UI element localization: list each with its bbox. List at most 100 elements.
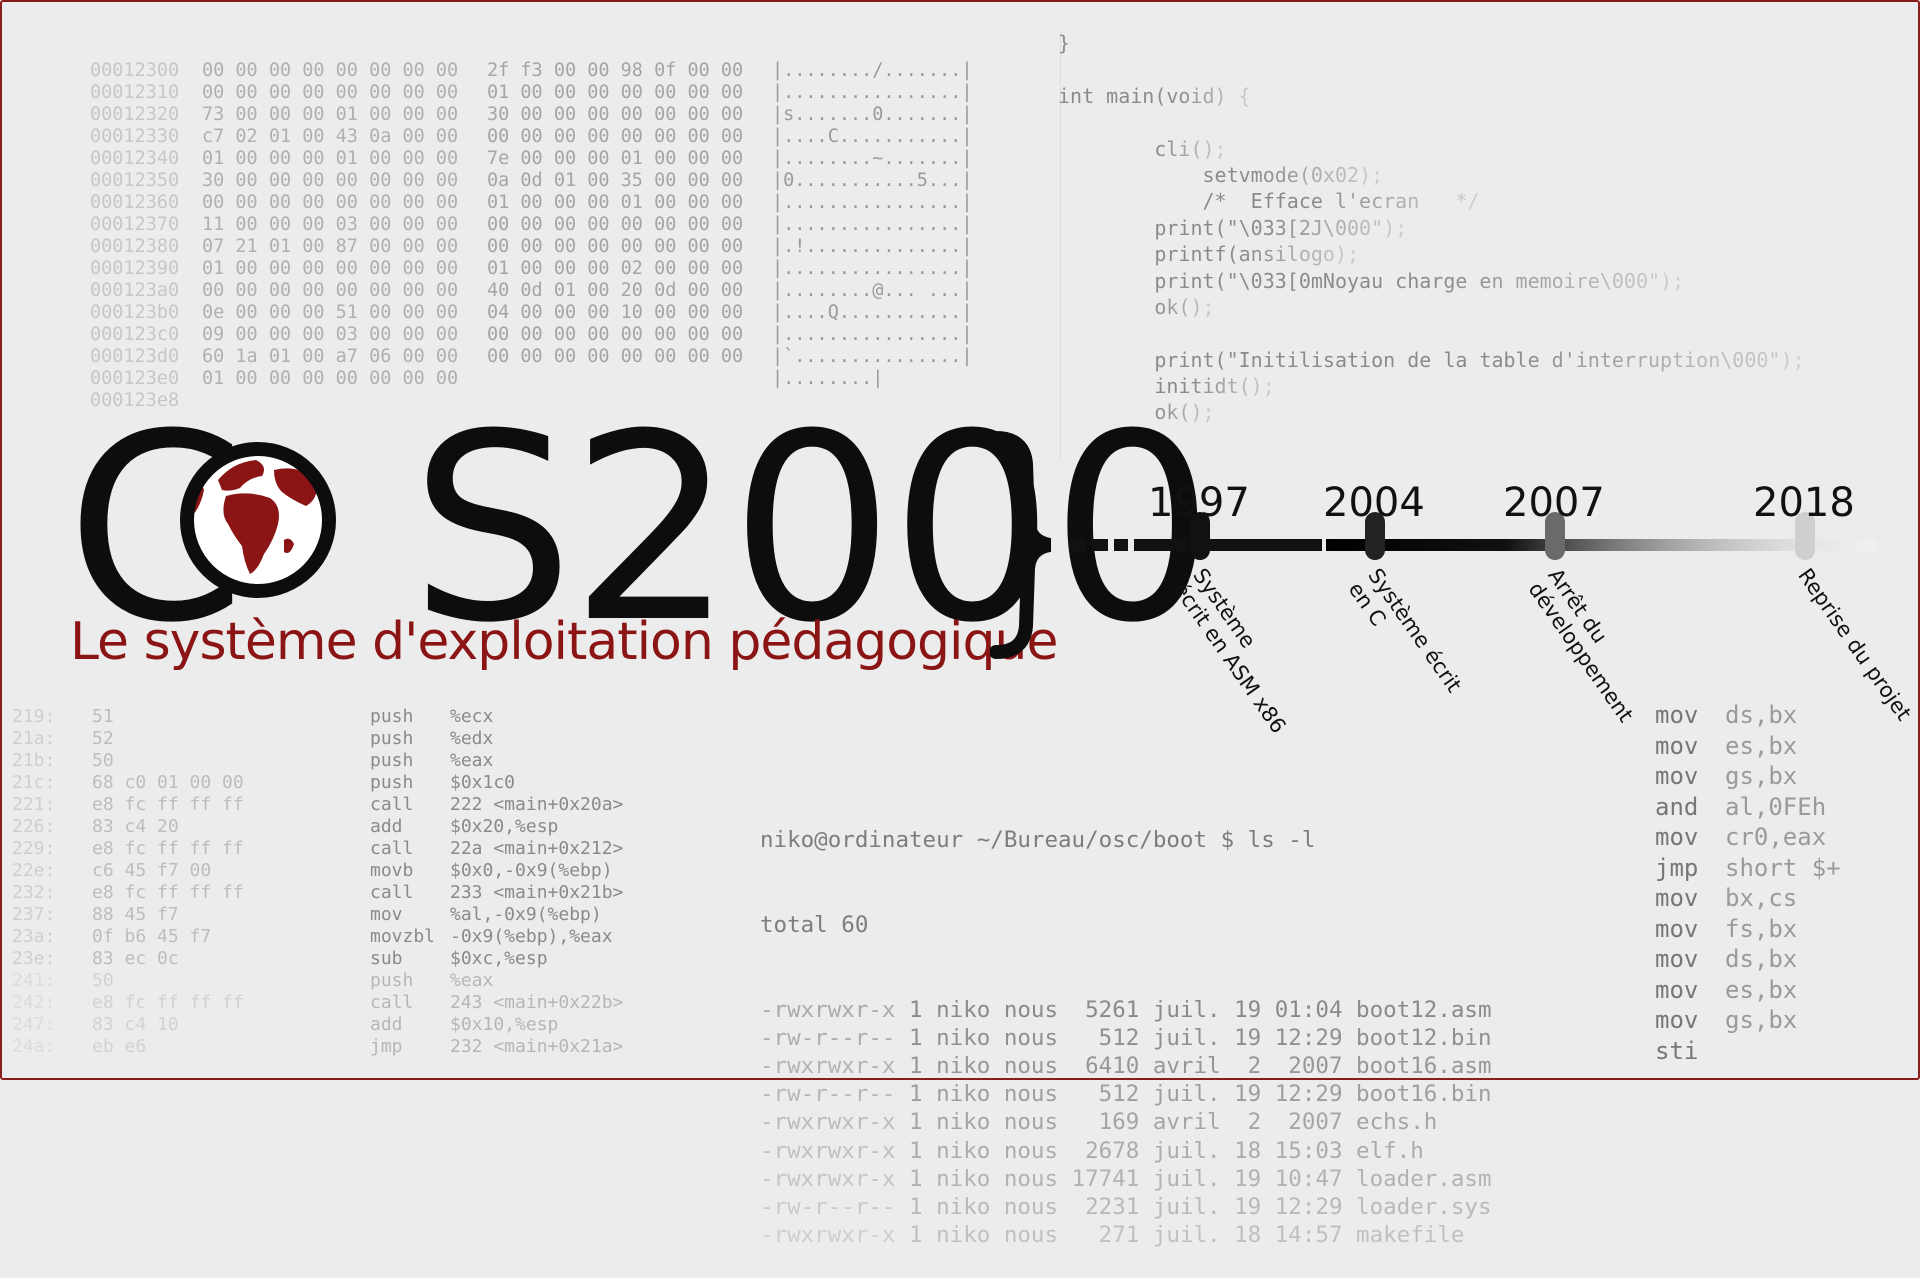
asm-opcode: mov (1655, 975, 1699, 1004)
asm-operand: es,bx (1725, 731, 1798, 760)
disasm-mnemonic: call (370, 838, 414, 859)
code-line (1058, 109, 1805, 135)
hexdump-row: 00012390 01 00 00 00 00 00 00 00 01 00 00 … (90, 258, 972, 280)
timeline-marker (1545, 512, 1565, 560)
asm-operand: cr0,eax (1725, 823, 1827, 851)
file-permissions: -rw-r--r-- (760, 1081, 896, 1108)
disasm-address: 226: (12, 816, 56, 837)
history-timeline: 1997 Système écrit en ASM x86 2004 Système … (1060, 480, 1916, 780)
hexdump-ascii: |....C...........| (772, 126, 973, 147)
disasm-operands: $0xc,%esp (450, 948, 548, 969)
hexdump-address: 00012380 (90, 236, 180, 257)
hexdump-ascii: |................| (772, 192, 973, 213)
disasm-address: 229: (12, 838, 56, 859)
hexdump-bytes-low: c7 02 01 00 43 0a 00 00 (202, 126, 459, 147)
disasm-address: 23a: (12, 926, 56, 947)
disasm-mnemonic: sub (370, 948, 403, 969)
hexdump-row: 000123a0 00 00 00 00 00 00 00 00 40 0d 01 … (90, 280, 972, 302)
banner-frame (0, 0, 1920, 1080)
terminal-row: -rwxrwxr-x 1 niko nous 17741 juil. 19 10… (760, 1165, 1492, 1193)
hexdump-address: 00012360 (90, 192, 180, 213)
disasm-address: 232: (12, 882, 56, 903)
file-permissions: -rw-r--r-- (760, 1194, 896, 1221)
hexdump-address: 00012340 (90, 148, 180, 169)
hexdump-ascii: |................| (772, 324, 973, 345)
disasm-row: 229: e8 fc ff ff ff call 22a <main+0x212> (12, 838, 623, 860)
globe-icon (180, 442, 336, 598)
hexdump-bytes-low: 00 00 00 00 00 00 00 00 (202, 82, 459, 103)
asm-row: mov es,bx (1655, 975, 1841, 1006)
asm-operand: al,0FEh (1725, 792, 1827, 821)
disasm-mnemonic: add (370, 816, 403, 837)
asm-opcode: mov (1655, 884, 1699, 912)
disasm-mnemonic: push (370, 706, 414, 727)
hexdump-address: 000123b0 (90, 302, 180, 323)
code-line-text: ok(); (1058, 400, 1215, 425)
hexdump-ascii: |........| (772, 368, 884, 389)
asm-row: jmp short $+ (1655, 853, 1841, 884)
code-line: initidt(); (1058, 373, 1805, 399)
hexdump-row: 00012320 73 00 00 00 01 00 00 00 30 00 00 … (90, 104, 972, 126)
disasm-row: 24a: eb e6 jmp 232 <main+0x21a> (12, 1036, 623, 1058)
hexdump-ascii: |0...........5...| (772, 170, 973, 191)
file-details: 1 niko nous 169 avril 2 2007 echs.h (895, 1109, 1438, 1136)
hexdump-bytes-high: 01 00 00 00 01 00 00 00 (487, 192, 744, 213)
disasm-address: 21c: (12, 772, 56, 793)
hexdump-ascii: |................| (772, 258, 973, 279)
disasm-address: 219: (12, 706, 56, 727)
code-line-text: printf(ansilogo); (1058, 242, 1360, 267)
asm-opcode: mov (1655, 945, 1699, 973)
timeline-marker (1795, 512, 1815, 560)
disasm-operands: %ecx (450, 706, 494, 727)
hexdump-bytes-high: 00 00 00 00 00 00 00 00 (487, 126, 744, 147)
hexdump-address: 00012330 (90, 126, 180, 147)
hexdump-bytes-low: 07 21 01 00 87 00 00 00 (202, 236, 459, 257)
disasm-address: 247: (12, 1014, 56, 1035)
disasm-operands: $0x1c0 (450, 772, 516, 793)
hexdump-address: 00012310 (90, 82, 180, 103)
file-permissions: -rwxrwxr-x (760, 1137, 896, 1164)
hexdump-bytes-low: 01 00 00 00 00 00 00 00 (202, 258, 459, 279)
file-details: 1 niko nous 512 juil. 19 12:29 boot12.bi… (895, 1024, 1492, 1051)
hexdump-bytes-high: 00 00 00 00 00 00 00 00 (487, 346, 744, 367)
terminal-row: -rwxrwxr-x 1 niko nous 271 juil. 18 14:5… (760, 1221, 1492, 1249)
timeline-marker (1365, 512, 1385, 560)
disasm-row: 241: 50 push %eax (12, 970, 623, 992)
file-details: 1 niko nous 271 juil. 18 14:57 makefile (895, 1222, 1465, 1249)
hexdump-ascii: |................| (772, 214, 973, 235)
code-line: int main(void) { (1058, 83, 1805, 109)
disasm-operands: -0x9(%ebp),%eax (450, 926, 613, 947)
hexdump-row: 000123b0 0e 00 00 00 51 00 00 00 04 00 00 … (90, 302, 972, 324)
code-line-text: initidt(); (1058, 374, 1275, 399)
code-line-text: setvmode(0x02); (1058, 162, 1384, 187)
code-line-text: /* Efface l'ecran */ (1058, 189, 1480, 214)
hexdump-row: 00012310 00 00 00 00 00 00 00 00 01 00 00 … (90, 82, 972, 104)
file-details: 1 niko nous 2231 juil. 19 12:29 loader.s… (895, 1194, 1492, 1221)
disasm-bytes: e8 fc ff ff ff (92, 882, 244, 903)
hexdump-bytes-high: 40 0d 01 00 20 0d 00 00 (487, 280, 744, 301)
disasm-bytes: 83 ec 0c (92, 948, 179, 969)
disasm-address: 22e: (12, 860, 56, 881)
terminal-row: -rwxrwxr-x 1 niko nous 6410 avril 2 2007… (760, 1052, 1492, 1080)
disasm-row: 232: e8 fc ff ff ff call 233 <main+0x21b> (12, 882, 623, 904)
disasm-row: 226: 83 c4 20 add $0x20,%esp (12, 816, 623, 838)
disasm-mnemonic: add (370, 1014, 403, 1035)
code-line: print("Initilisation de la table d'inter… (1058, 347, 1804, 373)
asm-opcode: mov (1655, 914, 1699, 943)
asm-operand: es,bx (1725, 975, 1798, 1004)
disasm-operands: %edx (450, 728, 494, 749)
asm-row: mov fs,bx (1655, 914, 1841, 945)
disasm-row: 242: e8 fc ff ff ff call 243 <main+0x22b> (12, 992, 623, 1014)
asm-opcode: mov (1655, 1006, 1699, 1034)
disasm-mnemonic: call (370, 882, 414, 903)
hexdump-address: 000123a0 (90, 280, 180, 301)
disasm-row: 237: 88 45 f7 mov %al,-0x9(%ebp) (12, 904, 623, 926)
hexdump-bytes-high: 0a 0d 01 00 35 00 00 00 (487, 170, 744, 191)
file-permissions: -rwxrwxr-x (760, 996, 896, 1023)
hexdump-bytes-high: 01 00 00 00 00 00 00 00 (487, 82, 744, 103)
disasm-address: 221: (12, 794, 56, 815)
disasm-mnemonic: movzbl (370, 926, 436, 947)
disasm-bytes: e8 fc ff ff ff (92, 838, 244, 859)
disasm-operands: 232 <main+0x21a> (450, 1036, 624, 1057)
asm-opcode: sti (1655, 1036, 1699, 1065)
